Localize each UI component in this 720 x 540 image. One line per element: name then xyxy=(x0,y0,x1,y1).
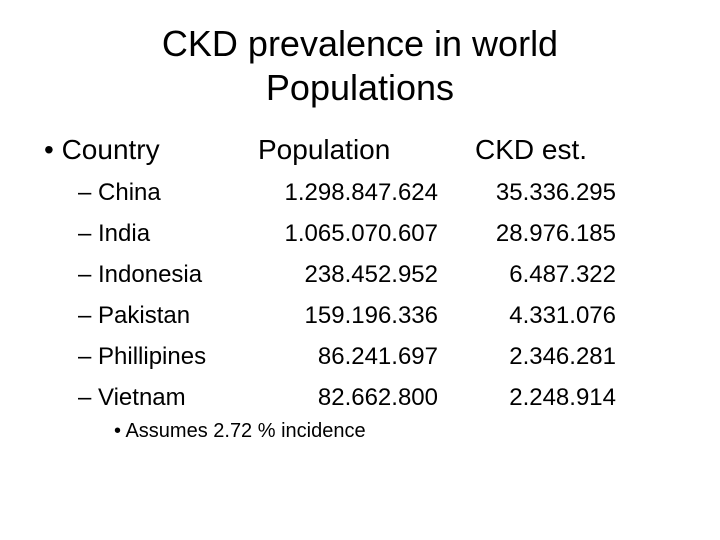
ckd-estimate-value: 4.331.076 xyxy=(509,302,616,329)
ckd-estimate-value: 2.346.281 xyxy=(509,343,616,370)
table-row: – India 1.065.070.607 28.976.185 xyxy=(0,213,720,254)
population-header: Population xyxy=(258,134,391,165)
country-name: – Pakistan xyxy=(78,302,191,329)
table-row: – Phillipines 86.241.697 2.346.281 xyxy=(0,336,720,377)
country-name: – China xyxy=(78,179,161,206)
incidence-note: • Assumes 2.72 % incidence xyxy=(114,420,366,442)
population-value: 159.196.336 xyxy=(304,302,438,329)
population-value: 86.241.697 xyxy=(317,343,438,370)
slide-title-line-2: Populations xyxy=(265,67,455,108)
slide-title-line-1: CKD prevalence in world xyxy=(161,23,559,64)
ckd-estimate-value: 35.336.295 xyxy=(495,179,616,206)
country-name: – India xyxy=(78,220,151,247)
ckd-estimate-header: CKD est. xyxy=(475,134,588,165)
ckd-estimate-value: 6.487.322 xyxy=(509,261,616,288)
ckd-estimate-value: 2.248.914 xyxy=(509,384,616,411)
population-value: 1.298.847.624 xyxy=(284,179,438,206)
slide-title: CKD prevalence in world Populations xyxy=(0,22,720,110)
country-name: – Vietnam xyxy=(78,384,186,411)
country-name: – Indonesia xyxy=(78,261,203,288)
country-name: – Phillipines xyxy=(78,343,207,370)
country-header: • Country xyxy=(44,134,160,165)
population-value: 1.065.070.607 xyxy=(284,220,438,247)
table-row: – Vietnam 82.662.800 2.248.914 xyxy=(0,377,720,418)
table-row: – China 1.298.847.624 35.336.295 xyxy=(0,172,720,213)
population-value: 82.662.800 xyxy=(317,384,438,411)
table-row: – Pakistan 159.196.336 4.331.076 xyxy=(0,295,720,336)
table-row: – Indonesia 238.452.952 6.487.322 xyxy=(0,254,720,295)
ckd-estimate-value: 28.976.185 xyxy=(495,220,616,247)
population-value: 238.452.952 xyxy=(304,261,438,288)
